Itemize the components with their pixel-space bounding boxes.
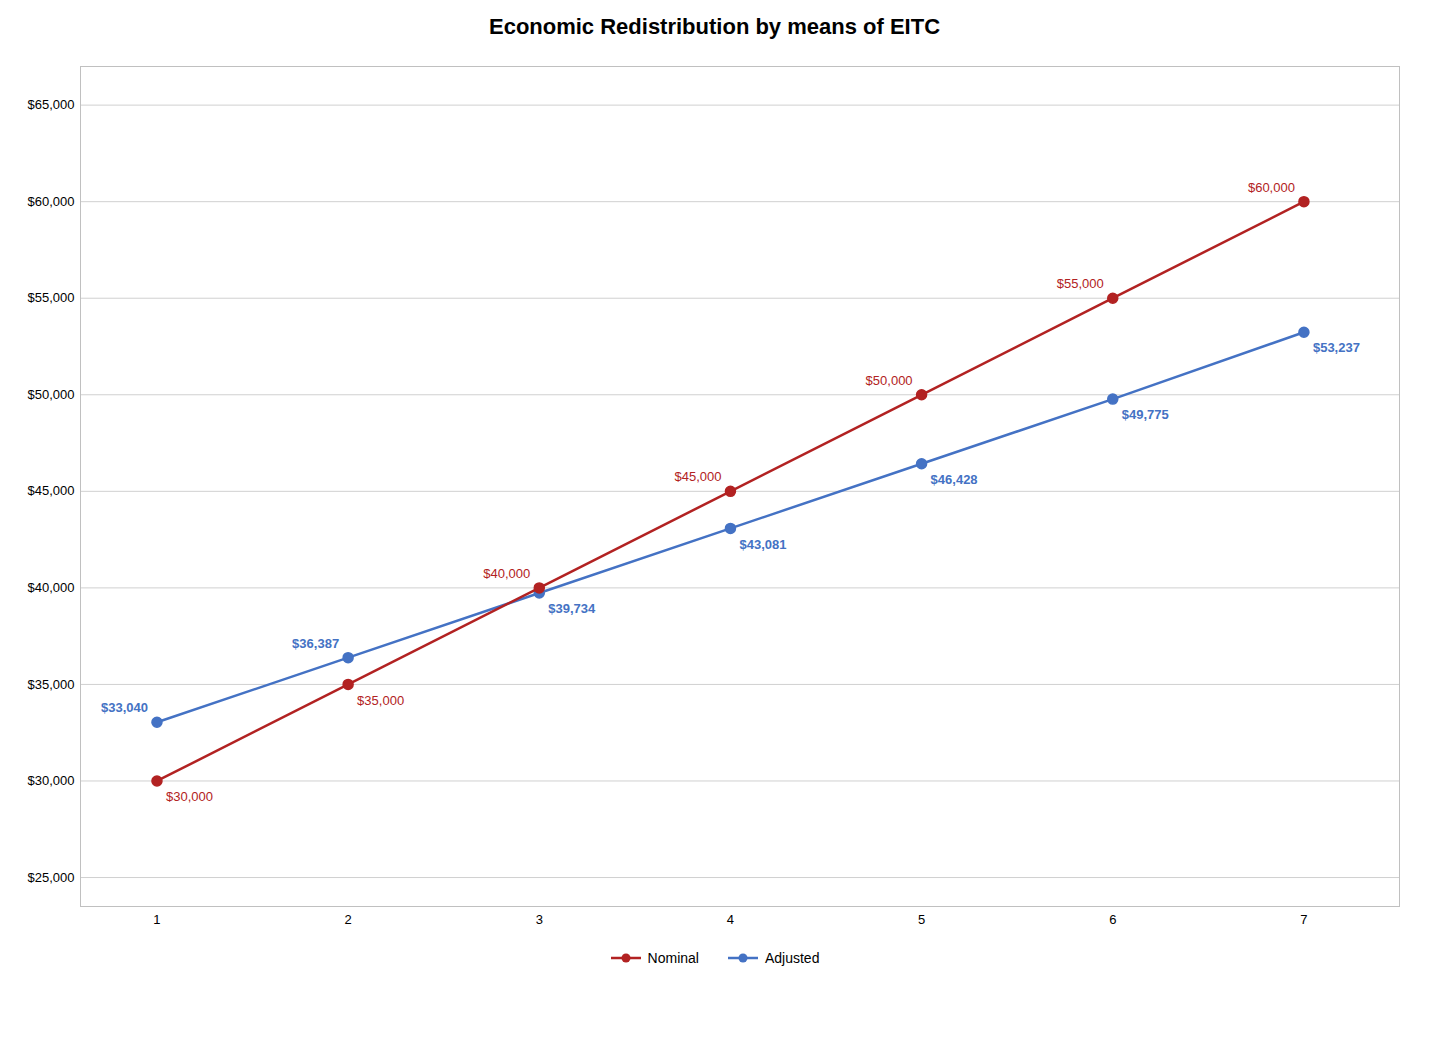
svg-text:$65,000: $65,000 <box>28 97 75 112</box>
svg-text:4: 4 <box>727 912 734 927</box>
svg-text:$45,000: $45,000 <box>28 483 75 498</box>
svg-text:$49,775: $49,775 <box>1122 407 1169 422</box>
svg-text:$50,000: $50,000 <box>866 373 913 388</box>
svg-text:7: 7 <box>1300 912 1307 927</box>
svg-text:$55,000: $55,000 <box>1057 276 1104 291</box>
svg-text:$36,387: $36,387 <box>292 636 339 651</box>
svg-text:$45,000: $45,000 <box>674 469 721 484</box>
html-text:Economic Redistribution by mea: Economic Redistribution by means of EITC <box>489 14 940 39</box>
svg-text:6: 6 <box>1109 912 1116 927</box>
svg-text:$35,000: $35,000 <box>28 677 75 692</box>
svg-text:$60,000: $60,000 <box>1248 180 1295 195</box>
svg-text:2: 2 <box>345 912 352 927</box>
svg-text:$40,000: $40,000 <box>483 566 530 581</box>
html-text:Adjusted: Adjusted <box>764 950 820 966</box>
svg-text:$35,000: $35,000 <box>357 693 404 708</box>
svg-text:$43,081: $43,081 <box>739 537 786 552</box>
svg-text:$40,000: $40,000 <box>28 580 75 595</box>
svg-text:1: 1 <box>153 912 160 927</box>
svg-text:5: 5 <box>918 912 925 927</box>
html-text:Nominal: Nominal <box>647 950 699 966</box>
svg-text:$60,000: $60,000 <box>28 194 75 209</box>
svg-text:$33,040: $33,040 <box>101 700 148 715</box>
svg-text:$55,000: $55,000 <box>28 290 75 305</box>
svg-text:$53,237: $53,237 <box>1313 340 1360 355</box>
svg-text:$30,000: $30,000 <box>28 773 75 788</box>
svg-text:$50,000: $50,000 <box>28 387 75 402</box>
svg-text:$46,428: $46,428 <box>931 472 978 487</box>
svg-text:$39,734: $39,734 <box>548 601 596 616</box>
svg-text:3: 3 <box>536 912 543 927</box>
svg-text:$25,000: $25,000 <box>28 870 75 885</box>
svg-text:$30,000: $30,000 <box>166 789 213 804</box>
